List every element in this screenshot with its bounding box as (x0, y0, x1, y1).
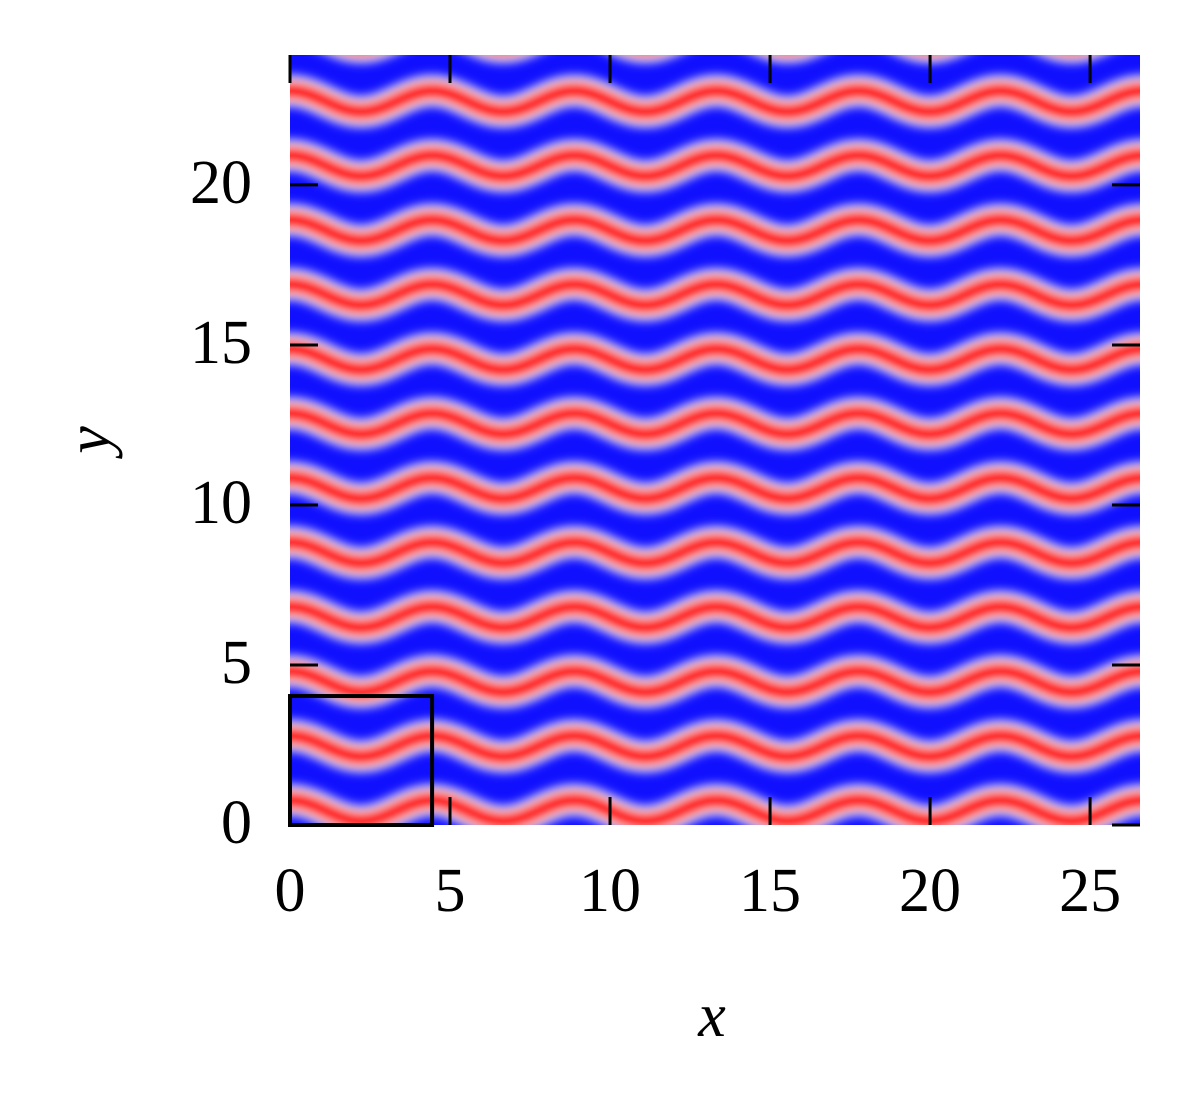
stripe-halo (329, 55, 1104, 63)
stripe (290, 338, 1140, 380)
stripe-halo (270, 865, 1158, 886)
stripe (290, 661, 1140, 702)
y-tick-label: 10 (190, 469, 252, 537)
box (288, 694, 435, 828)
x-tick-label: 10 (579, 857, 641, 925)
stripe (290, 81, 1140, 122)
field (270, 55, 1158, 886)
stripe (346, 55, 1087, 57)
x-tick-label: 15 (739, 857, 801, 925)
y-tick-label: 20 (190, 149, 252, 217)
y-axis-label: y (55, 426, 123, 460)
stripe (290, 145, 1140, 186)
x-tick-label: 25 (1059, 857, 1121, 925)
stripes (270, 55, 1158, 886)
y-tick-label: 15 (190, 309, 252, 377)
stripe (290, 274, 1140, 315)
x-tick-label: 0 (275, 857, 306, 925)
stripe (290, 596, 1140, 638)
y-tick-label: 5 (221, 629, 252, 697)
stripe (290, 532, 1140, 573)
stripe (290, 725, 1140, 767)
stripe (290, 210, 1140, 251)
stripe (270, 865, 1158, 886)
stripe (290, 790, 1140, 825)
stripe (290, 467, 1140, 509)
x-axis-label: x (697, 982, 726, 1050)
stripe (290, 403, 1140, 444)
y-tick-label: 0 (221, 789, 252, 857)
x-tick-label: 20 (899, 857, 961, 925)
x-tick-label: 5 (435, 857, 466, 925)
